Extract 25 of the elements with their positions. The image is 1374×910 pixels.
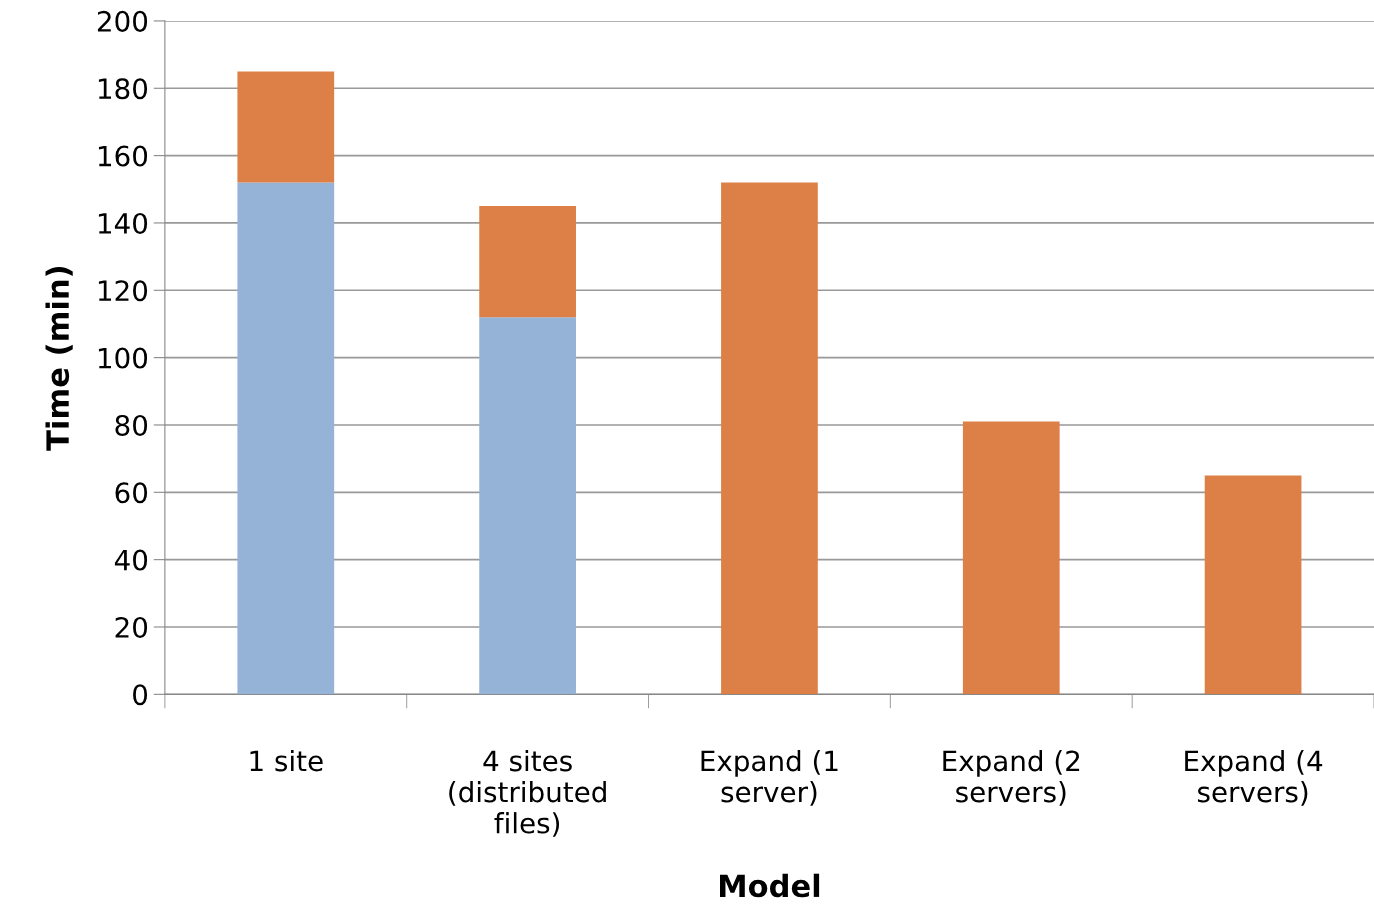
bar bbox=[479, 317, 576, 695]
bar bbox=[962, 421, 1060, 695]
y-axis-title: Time (min) bbox=[45, 267, 73, 451]
y-tick-label: 60 bbox=[115, 482, 148, 504]
x-tick-label: 4 sites (distributed files) bbox=[449, 749, 606, 837]
y-tick-label: 120 bbox=[98, 280, 148, 302]
bar bbox=[237, 71, 335, 183]
y-tick-label: 180 bbox=[98, 78, 148, 100]
x-tick-label: Expand (4 servers) bbox=[1185, 749, 1323, 806]
bar bbox=[237, 182, 335, 695]
x-tick-label: Expand (2 servers) bbox=[943, 749, 1080, 806]
x-tick-label: Expand (1 server) bbox=[701, 749, 838, 806]
bar bbox=[721, 182, 818, 695]
y-tick-label: 160 bbox=[98, 145, 148, 167]
x-tick-label: 1 site bbox=[250, 749, 323, 772]
y-tick-label: 140 bbox=[98, 212, 148, 234]
y-tick-label: 40 bbox=[114, 549, 148, 571]
y-tick-label: 0 bbox=[133, 684, 148, 706]
y-tick-label: 100 bbox=[98, 347, 148, 369]
bar bbox=[479, 206, 576, 318]
bar bbox=[1204, 475, 1302, 695]
y-tick-label: 200 bbox=[97, 10, 148, 32]
y-tick-label: 20 bbox=[115, 616, 148, 638]
y-tick-label: 80 bbox=[115, 414, 148, 436]
x-axis-title: Model bbox=[720, 873, 820, 898]
